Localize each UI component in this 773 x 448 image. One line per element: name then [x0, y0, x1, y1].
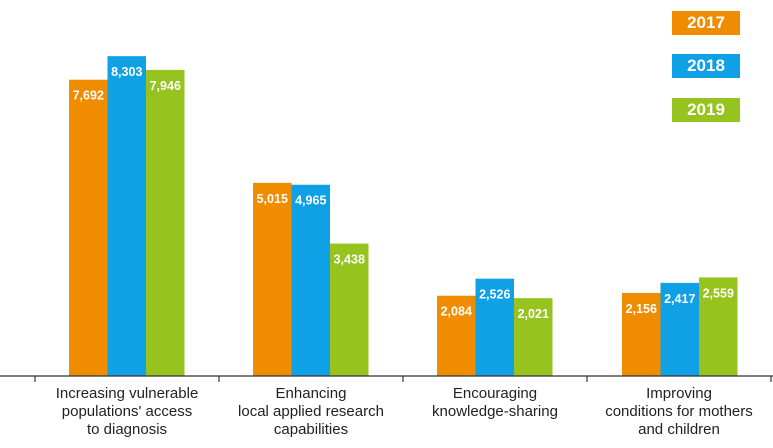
- bar-2017-cat4: [622, 292, 661, 376]
- x-axis-ticks: [34, 376, 772, 382]
- value-label-2017-cat1: 7,692: [73, 89, 104, 103]
- bar-2017-cat3: [437, 295, 476, 376]
- value-label-2019-cat4: 2,559: [703, 286, 734, 300]
- bar-2018-cat4: [660, 282, 699, 376]
- value-label-2018-cat2: 4,965: [295, 194, 326, 208]
- bar-2017-cat1: [69, 79, 108, 376]
- value-label-2018-cat3: 2,526: [479, 288, 510, 302]
- category-label-3: Encouraging knowledge-sharing: [432, 385, 558, 420]
- bar-2018-cat3: [475, 278, 514, 376]
- value-label-2017-cat4: 2,156: [626, 302, 657, 316]
- bar-2019-cat2: [330, 243, 369, 376]
- bar-2017-cat2: [253, 182, 292, 376]
- category-label-4: Improving conditions for mothers and chi…: [605, 385, 753, 438]
- legend-item-2018: 2018: [672, 54, 740, 78]
- bars-group: [69, 56, 738, 377]
- value-labels-group: 7,692 8,303 7,946 5,015 4,965 3,438 2,084 2,526…: [73, 65, 734, 321]
- legend-item-2019: 2019: [672, 98, 740, 122]
- value-label-2019-cat1: 7,946: [150, 79, 181, 93]
- value-label-2017-cat3: 2,084: [441, 305, 472, 319]
- bar-2019-cat3: [514, 298, 553, 376]
- value-label-2017-cat2: 5,015: [257, 192, 288, 206]
- value-label-2018-cat4: 2,417: [664, 292, 695, 306]
- bar-2018-cat2: [291, 184, 330, 376]
- bar-2018-cat1: [107, 56, 146, 376]
- category-label-1: Increasing vulnerable populations' acces…: [55, 385, 199, 438]
- value-label-2018-cat1: 8,303: [111, 65, 142, 79]
- bar-2019-cat1: [146, 69, 185, 377]
- value-label-2019-cat2: 3,438: [334, 253, 365, 267]
- value-label-2019-cat3: 2,021: [518, 307, 549, 321]
- bar-2019-cat4: [699, 277, 738, 376]
- category-label-2: Enhancing local applied research capabil…: [238, 385, 384, 438]
- legend-item-2017: 2017: [672, 11, 740, 35]
